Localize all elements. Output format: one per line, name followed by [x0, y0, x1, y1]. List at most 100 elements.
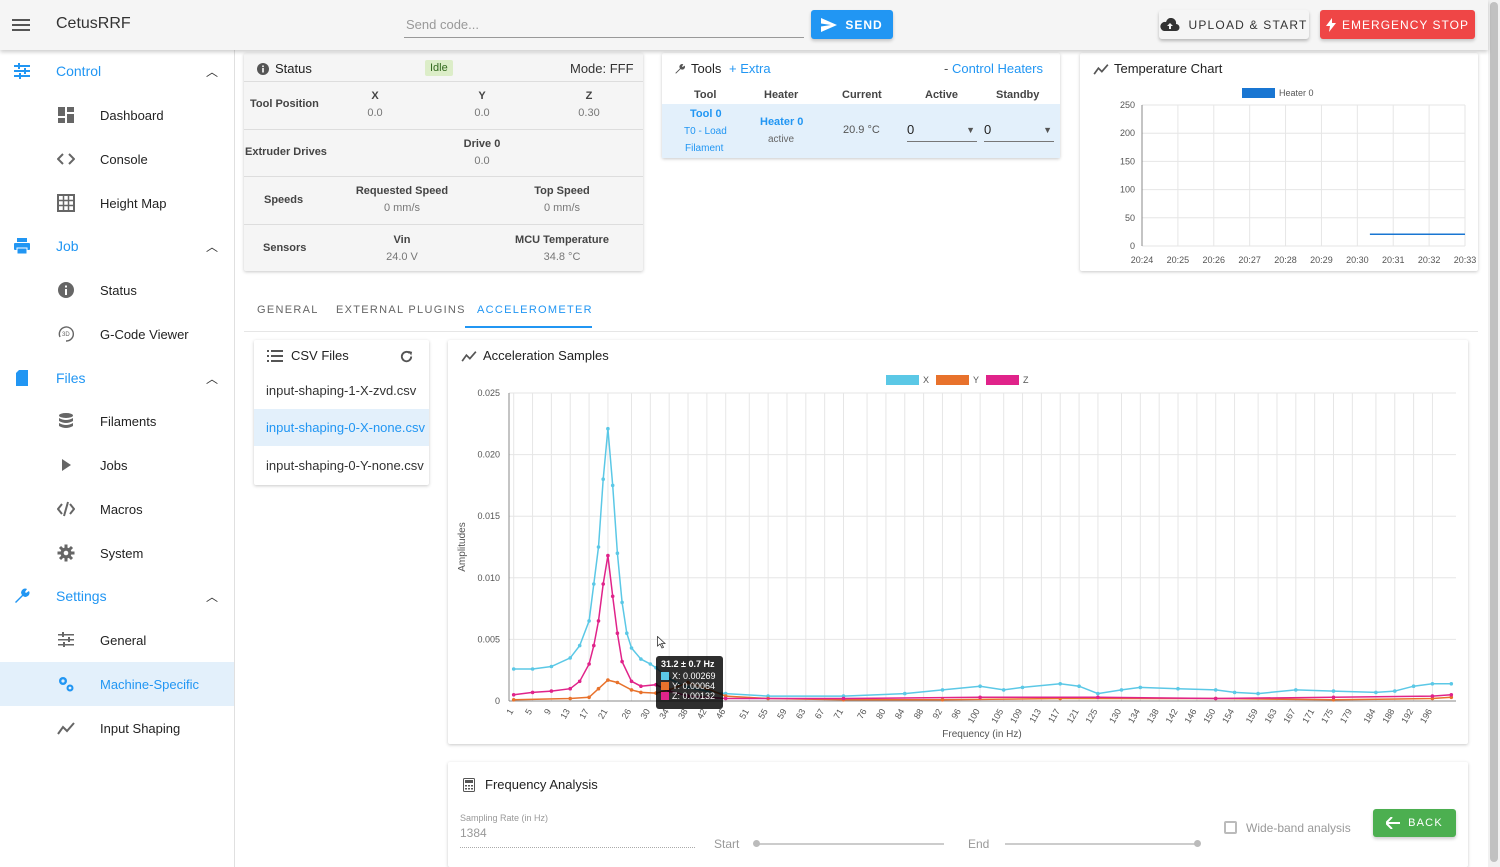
- sidebar-item-status[interactable]: Status: [0, 268, 234, 312]
- standby-temp-select[interactable]: 0 ▼: [984, 122, 1054, 142]
- x-tick-label: 20:29: [1310, 255, 1333, 265]
- scrollbar[interactable]: [1488, 0, 1500, 867]
- tool-load-filament[interactable]: T0 - Load: [684, 126, 727, 137]
- data-point-z: [610, 594, 615, 599]
- data-point-z: [978, 695, 982, 700]
- wideband-checkbox[interactable]: [1224, 821, 1237, 834]
- emergency-stop-button[interactable]: EMERGENCY STOP: [1320, 10, 1475, 39]
- sidebar-group-settings[interactable]: Settings ︿: [0, 574, 234, 618]
- upload-start-button[interactable]: UPLOAD & START: [1159, 10, 1309, 39]
- heater-name[interactable]: Heater 0: [760, 116, 804, 128]
- x-tick-label: 20:25: [1167, 255, 1190, 265]
- x-tick-label: 76: [855, 707, 869, 721]
- csv-file-item-selected[interactable]: input-shaping-0-X-none.csv: [254, 409, 429, 446]
- data-point-z: [568, 686, 572, 691]
- col-active: Active: [925, 89, 959, 101]
- sidebar-group-files[interactable]: Files ︿: [0, 356, 234, 400]
- data-point-x: [625, 631, 629, 635]
- y-tick-label: 0.010: [477, 573, 500, 583]
- data-point-y: [615, 680, 620, 685]
- data-point-x: [1374, 690, 1378, 695]
- extruder-row: Extruder Drives Drive 0 0.0: [244, 129, 643, 177]
- x-tick-label: 167: [1281, 707, 1297, 725]
- sidebar-item-height-map[interactable]: Height Map: [0, 181, 234, 225]
- x-tick-label: 100: [966, 707, 982, 725]
- x-tick-label: 20:26: [1203, 255, 1226, 265]
- menu-icon[interactable]: [12, 16, 30, 34]
- x-tick-label: 1: [504, 707, 515, 716]
- sampling-rate-input[interactable]: 1384: [460, 826, 695, 848]
- chevron-up-icon: ︿: [206, 240, 219, 254]
- x-tick-label: 150: [1201, 707, 1217, 725]
- sidebar-item-input-shaping[interactable]: Input Shaping: [0, 706, 234, 750]
- status-title: Status: [275, 61, 312, 76]
- data-point-z: [577, 679, 582, 684]
- send-button[interactable]: SEND: [811, 10, 893, 39]
- sidebar-item-macros[interactable]: Macros: [0, 487, 234, 531]
- requested-speed-label: Requested Speed: [355, 185, 449, 197]
- x-tick-label: 59: [775, 707, 789, 721]
- sidebar-item-jobs[interactable]: Jobs: [0, 443, 234, 487]
- scrollbar-thumb[interactable]: [1490, 2, 1498, 862]
- x-tick-label: 13: [558, 707, 572, 721]
- mcu-temp-value: 34.8 °C: [543, 251, 581, 263]
- sidebar-item-machine-specific[interactable]: Machine-Specific: [0, 662, 234, 706]
- tab-external-plugins[interactable]: EXTERNAL PLUGINS: [336, 304, 466, 316]
- sidebar-item-system[interactable]: System: [0, 531, 234, 575]
- sidebar-item-filaments[interactable]: Filaments: [0, 399, 234, 443]
- data-point-x: [1256, 691, 1260, 696]
- x-tick-label: 105: [989, 707, 1005, 725]
- heater-state: active: [768, 134, 795, 145]
- csv-file-item[interactable]: input-shaping-0-Y-none.csv: [266, 458, 424, 473]
- data-point-x: [1213, 688, 1218, 692]
- sidebar-group-job[interactable]: Job ︿: [0, 224, 234, 268]
- legend-swatch-y: [936, 375, 969, 385]
- back-button[interactable]: BACK: [1373, 809, 1456, 837]
- tab-indicator: [465, 326, 592, 328]
- freq-header: Frequency Analysis: [463, 777, 598, 792]
- x-tick-label: 26: [620, 707, 634, 721]
- data-point-x: [1294, 688, 1298, 692]
- sidebar-group-control[interactable]: Control ︿: [0, 49, 234, 93]
- x-tick-label: 88: [912, 707, 926, 721]
- x-tick-label: 20:31: [1382, 255, 1405, 265]
- x-tick-label: 46: [714, 707, 728, 721]
- end-slider[interactable]: [1005, 843, 1198, 845]
- data-point-z: [841, 696, 846, 701]
- grid-icon: [57, 194, 75, 212]
- y-tick-label: 50: [1125, 213, 1135, 223]
- tooltip-row-y: Y: 0.00064: [661, 681, 718, 691]
- sidebar-item-dashboard[interactable]: Dashboard: [0, 93, 234, 137]
- active-temp-select[interactable]: 0 ▼: [907, 122, 977, 142]
- data-point-x: [1331, 689, 1336, 693]
- tab-general[interactable]: GENERAL: [257, 304, 319, 316]
- sidebar-item-general[interactable]: General: [0, 618, 234, 662]
- data-point-z: [587, 662, 591, 666]
- sidebar-item-gcode-viewer[interactable]: 3D G-Code Viewer: [0, 312, 234, 356]
- info-icon: [257, 62, 269, 75]
- csv-file-item[interactable]: input-shaping-1-X-zvd.csv: [266, 383, 417, 398]
- tool-name[interactable]: Tool 0: [690, 108, 722, 120]
- x-tick-label: 142: [1164, 707, 1180, 725]
- data-point-x: [577, 643, 582, 648]
- code-icon: [57, 153, 75, 165]
- temp-chart-header: Temperature Chart: [1093, 61, 1222, 76]
- data-point-x: [1138, 685, 1143, 690]
- tab-accelerometer[interactable]: ACCELEROMETER: [477, 304, 593, 316]
- start-slider[interactable]: [756, 843, 944, 845]
- extra-button[interactable]: + Extra: [729, 61, 771, 76]
- end-slider-thumb[interactable]: [1194, 840, 1201, 847]
- data-point-x: [568, 656, 572, 660]
- x-tick-label: 20:28: [1274, 255, 1297, 265]
- send-code-input[interactable]: Send code...: [404, 12, 804, 38]
- data-point-y: [1449, 695, 1454, 700]
- control-heaters-button[interactable]: - Control Heaters: [944, 61, 1043, 76]
- refresh-icon[interactable]: [399, 349, 414, 364]
- tool-load-filament-2[interactable]: Filament: [685, 143, 724, 154]
- sidebar-item-console[interactable]: Console: [0, 137, 234, 181]
- wrench-icon: [675, 63, 685, 74]
- start-slider-thumb[interactable]: [753, 840, 760, 847]
- x-tick-label: 96: [949, 707, 963, 721]
- legend-label-z: Z: [1023, 375, 1029, 385]
